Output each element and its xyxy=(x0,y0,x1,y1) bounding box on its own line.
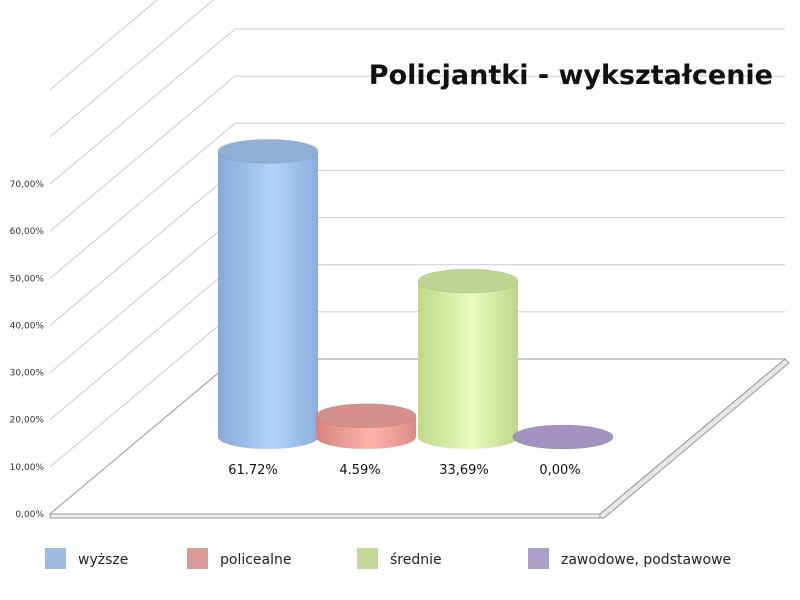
bars xyxy=(217,138,614,450)
data-labels: 61.72% 4.59% 33,69% 0,00% xyxy=(228,463,580,478)
grid-line xyxy=(49,28,785,185)
grid-line xyxy=(49,122,785,279)
y-tick-label: 30,00% xyxy=(10,369,45,379)
legend-swatch xyxy=(357,548,378,569)
floor-top xyxy=(48,358,787,515)
legend-item: zawodowe, podstawowe xyxy=(528,548,731,569)
y-tick-label: 0,00% xyxy=(15,510,44,520)
bar-top xyxy=(217,138,319,164)
y-tick-label: 10,00% xyxy=(10,463,45,473)
bar-1 xyxy=(217,138,319,449)
data-label: 4.59% xyxy=(339,463,380,478)
bar-top xyxy=(512,424,614,450)
legend-label: policealne xyxy=(220,552,292,568)
grid-line xyxy=(49,169,785,326)
legend: wyższe policealne średnie zawodowe, podstaw… xyxy=(45,548,731,569)
data-label: 61.72% xyxy=(228,463,278,478)
legend-label: wyższe xyxy=(78,552,128,568)
floor-front-edge xyxy=(49,513,601,519)
legend-item: wyższe xyxy=(45,548,128,569)
legend-swatch xyxy=(45,548,66,569)
legend-item: policealne xyxy=(187,548,292,569)
legend-item: średnie xyxy=(357,548,442,569)
y-tick-label: 60,00% xyxy=(10,227,45,237)
grid-line xyxy=(49,0,215,138)
bar-3 xyxy=(417,268,519,449)
grid-line xyxy=(49,75,785,232)
data-label: 0,00% xyxy=(539,463,580,478)
data-label: 33,69% xyxy=(439,463,489,478)
legend-swatch xyxy=(187,548,208,569)
bar-2 xyxy=(315,403,417,449)
bar-body xyxy=(218,151,318,437)
y-tick-label: 40,00% xyxy=(10,321,45,331)
chart-title: Policjantki - wykształcenie xyxy=(369,60,773,91)
bar-top xyxy=(315,403,417,429)
floor-side-edge xyxy=(599,358,790,519)
grid-line xyxy=(49,217,785,373)
legend-label: średnie xyxy=(390,552,442,568)
legend-swatch xyxy=(528,548,549,569)
bar-top xyxy=(417,268,519,294)
bar-4 xyxy=(512,424,614,450)
y-tick-labels: 0,00% 10,00% 20,00% 30,00% 40,00% 50,00% 60,00… xyxy=(10,180,45,520)
y-tick-label: 20,00% xyxy=(10,416,45,426)
y-tick-label: 70,00% xyxy=(10,180,45,190)
bar-body xyxy=(418,281,518,437)
legend-label: zawodowe, podstawowe xyxy=(561,552,731,568)
grid-line xyxy=(49,0,158,91)
y-tick-label: 50,00% xyxy=(10,274,45,284)
